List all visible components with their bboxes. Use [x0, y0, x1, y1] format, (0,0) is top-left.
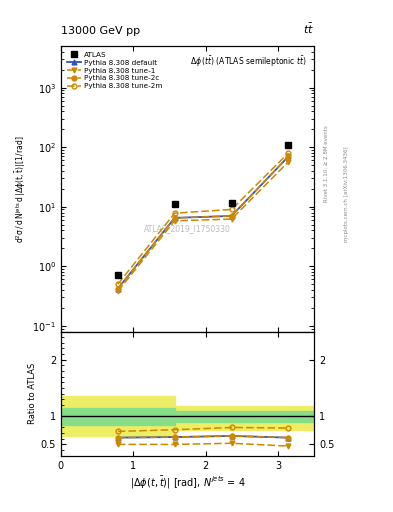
Text: $\Delta\phi\,(t\bar{t})$ (ATLAS semileptonic $t\bar{t}$): $\Delta\phi\,(t\bar{t})$ (ATLAS semilept… [190, 55, 307, 69]
ATLAS [172, 201, 177, 207]
Pythia 8.308 tune-2c [286, 154, 291, 160]
Line: ATLAS: ATLAS [115, 142, 292, 278]
Pythia 8.308 tune-2m [172, 210, 177, 216]
Text: ATLAS_2019_I1750330: ATLAS_2019_I1750330 [144, 224, 231, 233]
X-axis label: $|\Delta\phi(t,\bar{t})|$ [rad], $N^{jets}$ = 4: $|\Delta\phi(t,\bar{t})|$ [rad], $N^{jet… [130, 475, 246, 490]
Pythia 8.308 tune-2m [286, 150, 291, 156]
Pythia 8.308 tune-2m [116, 281, 120, 287]
Pythia 8.308 tune-2c [229, 213, 234, 219]
ATLAS [116, 272, 120, 278]
Pythia 8.308 tune-2m [229, 206, 234, 212]
Pythia 8.308 tune-1 [229, 216, 234, 222]
Pythia 8.308 tune-1 [172, 218, 177, 224]
Pythia 8.308 default [172, 215, 177, 221]
Text: 13000 GeV pp: 13000 GeV pp [61, 26, 140, 36]
Legend: ATLAS, Pythia 8.308 default, Pythia 8.308 tune-1, Pythia 8.308 tune-2c, Pythia 8: ATLAS, Pythia 8.308 default, Pythia 8.30… [64, 50, 165, 92]
Pythia 8.308 default [286, 154, 291, 160]
Pythia 8.308 tune-2c [172, 215, 177, 221]
Pythia 8.308 tune-1 [116, 288, 120, 294]
Pythia 8.308 default [116, 286, 120, 292]
Line: Pythia 8.308 tune-2c: Pythia 8.308 tune-2c [116, 154, 291, 291]
Line: Pythia 8.308 default: Pythia 8.308 default [116, 154, 291, 291]
Line: Pythia 8.308 tune-2m: Pythia 8.308 tune-2m [116, 151, 291, 287]
Text: $t\bar{t}$: $t\bar{t}$ [303, 22, 314, 36]
ATLAS [229, 200, 234, 206]
Line: Pythia 8.308 tune-1: Pythia 8.308 tune-1 [116, 159, 291, 294]
ATLAS [286, 142, 291, 148]
Pythia 8.308 default [229, 213, 234, 219]
Pythia 8.308 tune-2c [116, 286, 120, 292]
Y-axis label: Ratio to ATLAS: Ratio to ATLAS [28, 363, 37, 424]
Text: Rivet 3.1.10, ≥ 2.8M events: Rivet 3.1.10, ≥ 2.8M events [324, 125, 329, 202]
Text: mcplots.cern.ch [arXiv:1306.3436]: mcplots.cern.ch [arXiv:1306.3436] [344, 147, 349, 242]
Y-axis label: $\mathrm{d^2\sigma\,/\,d\,N^{jets}\,d\,|\Delta\phi(t,\bar{t})|\,[1/rad]}$: $\mathrm{d^2\sigma\,/\,d\,N^{jets}\,d\,|… [13, 135, 28, 243]
Pythia 8.308 tune-1 [286, 159, 291, 165]
